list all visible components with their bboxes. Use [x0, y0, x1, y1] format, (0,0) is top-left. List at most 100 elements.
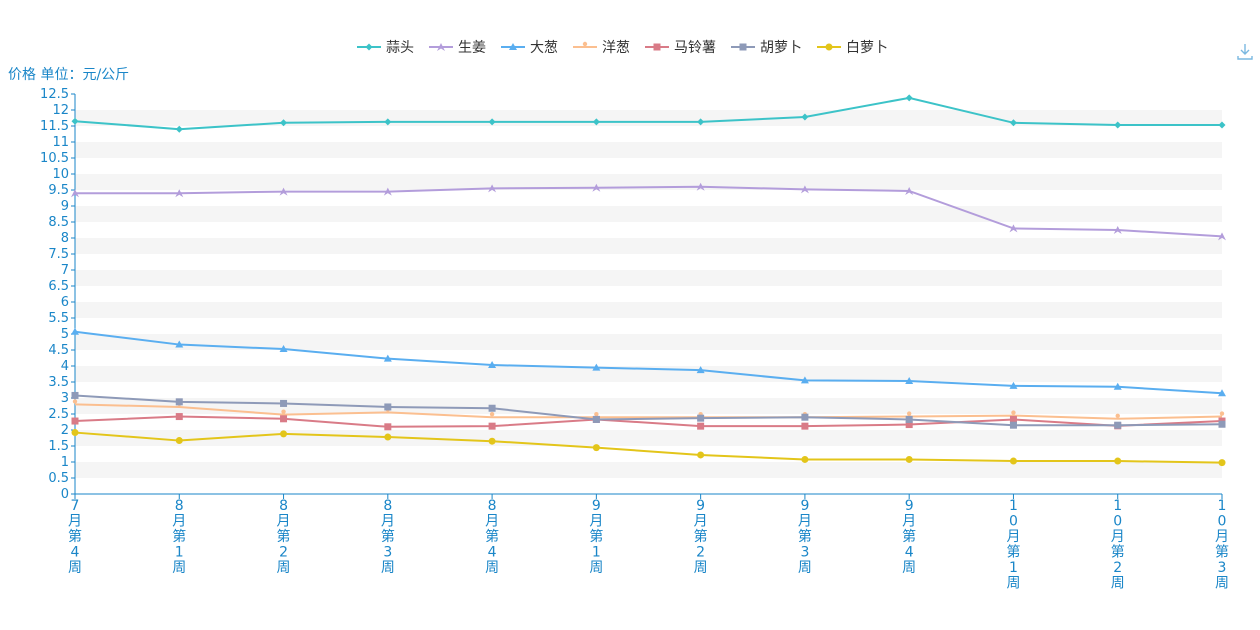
data-point: [801, 422, 809, 430]
data-point: [592, 363, 601, 371]
y-tick-label: 9.5: [48, 183, 69, 198]
data-point: [905, 455, 913, 463]
y-tick-label: 3: [61, 391, 69, 406]
data-point: [383, 187, 392, 196]
series-line: [74, 96, 1222, 131]
data-point: [281, 409, 286, 414]
y-tick-label: 0.5: [48, 471, 69, 486]
series-group: [71, 94, 1226, 467]
x-tick-label: 1 0 月第 3 周: [1215, 498, 1229, 592]
y-tick-label: 7.5: [48, 247, 69, 262]
x-tick-label: 7 月第 4 周: [68, 498, 82, 576]
grid-band: [75, 430, 1222, 446]
data-point: [1219, 411, 1225, 416]
data-point: [384, 118, 392, 126]
data-point: [697, 118, 705, 126]
series-line: [74, 403, 1223, 420]
legend-label: 白萝卜: [846, 40, 888, 56]
y-tick-label: 6.5: [48, 279, 69, 294]
y-tick-label: 0: [61, 487, 69, 502]
data-point: [1009, 415, 1017, 423]
data-point: [488, 361, 497, 369]
y-axis-ticks: 00.511.522.533.544.555.566.577.588.599.5…: [40, 87, 75, 502]
legend-marker: [653, 43, 661, 51]
data-point: [697, 414, 705, 422]
data-point: [71, 189, 79, 198]
legend-marker: [582, 41, 588, 47]
data-point: [697, 422, 705, 430]
grid-band: [75, 142, 1222, 158]
data-point: [72, 399, 78, 404]
data-point: [175, 413, 183, 421]
grid-band: [75, 302, 1222, 318]
y-tick-label: 1.5: [48, 439, 69, 454]
y-tick-label: 10: [52, 167, 69, 182]
data-point: [71, 429, 79, 437]
data-point: [279, 187, 288, 196]
data-point: [280, 119, 288, 127]
legend-marker: [739, 43, 747, 51]
legend-label: 大葱: [530, 40, 558, 56]
data-point: [1218, 389, 1226, 397]
y-tick-label: 12: [52, 103, 69, 118]
data-point: [71, 391, 79, 399]
data-point: [592, 444, 600, 452]
data-point: [1009, 457, 1017, 465]
grid-band: [75, 206, 1222, 222]
series-3: [71, 327, 1226, 397]
data-point: [488, 437, 496, 445]
data-point: [592, 118, 600, 126]
y-tick-label: 11: [52, 135, 69, 150]
data-point: [1114, 121, 1122, 129]
grid-bands: [75, 110, 1222, 478]
legend-item: 胡萝卜: [731, 40, 802, 56]
grid-band: [75, 174, 1222, 190]
data-point: [1218, 459, 1226, 467]
data-point: [696, 182, 705, 191]
axes: [74, 94, 1222, 495]
data-point: [1115, 413, 1120, 418]
data-point: [1113, 382, 1122, 390]
legend-label: 胡萝卜: [760, 40, 802, 56]
series-2: [71, 182, 1226, 241]
legend-item: 蒜头: [357, 40, 414, 56]
data-point: [1114, 421, 1122, 429]
legend: 蒜头 生姜 大葱 洋葱 马铃薯 胡萝卜 白萝卜: [357, 40, 888, 56]
series-5: [71, 413, 1226, 431]
data-point: [1009, 381, 1018, 389]
data-point: [1218, 121, 1226, 129]
legend-label: 生姜: [458, 40, 486, 56]
y-tick-label: 8.5: [48, 215, 69, 230]
data-point: [175, 340, 184, 348]
data-point: [1113, 226, 1122, 234]
data-point: [175, 437, 183, 445]
y-tick-label: 5.5: [48, 311, 69, 326]
x-axis-ticks: 7 月第 4 周 8 月第 1 周 8 月第 2 周 8 月第 3 周 8 月第 4 周 9 月第 1 周 9 月第 2 周 9 月第 3 周…: [68, 494, 1229, 592]
x-tick-label: 8 月第 3 周: [381, 498, 395, 576]
series-1: [71, 94, 1226, 133]
x-tick-label: 8 月第 2 周: [277, 498, 291, 576]
legend-marker: [437, 43, 445, 51]
data-point: [383, 354, 392, 362]
data-point: [280, 430, 288, 438]
grid-band: [75, 334, 1222, 350]
data-point: [71, 417, 79, 425]
legend-item: 洋葱: [573, 40, 630, 56]
grid-band: [75, 366, 1222, 382]
data-point: [594, 412, 599, 417]
grid-band: [75, 462, 1222, 478]
y-tick-label: 3.5: [48, 375, 69, 390]
data-point: [489, 412, 495, 417]
data-point: [592, 183, 601, 192]
download-icon[interactable]: [1237, 44, 1253, 60]
data-point: [1009, 421, 1017, 429]
data-point: [905, 421, 913, 429]
data-point: [696, 366, 705, 374]
data-point: [800, 376, 809, 384]
data-point: [488, 184, 497, 193]
data-point: [280, 399, 288, 407]
x-tick-label: 1 0 月第 2 周: [1111, 498, 1125, 592]
data-point: [905, 377, 914, 385]
